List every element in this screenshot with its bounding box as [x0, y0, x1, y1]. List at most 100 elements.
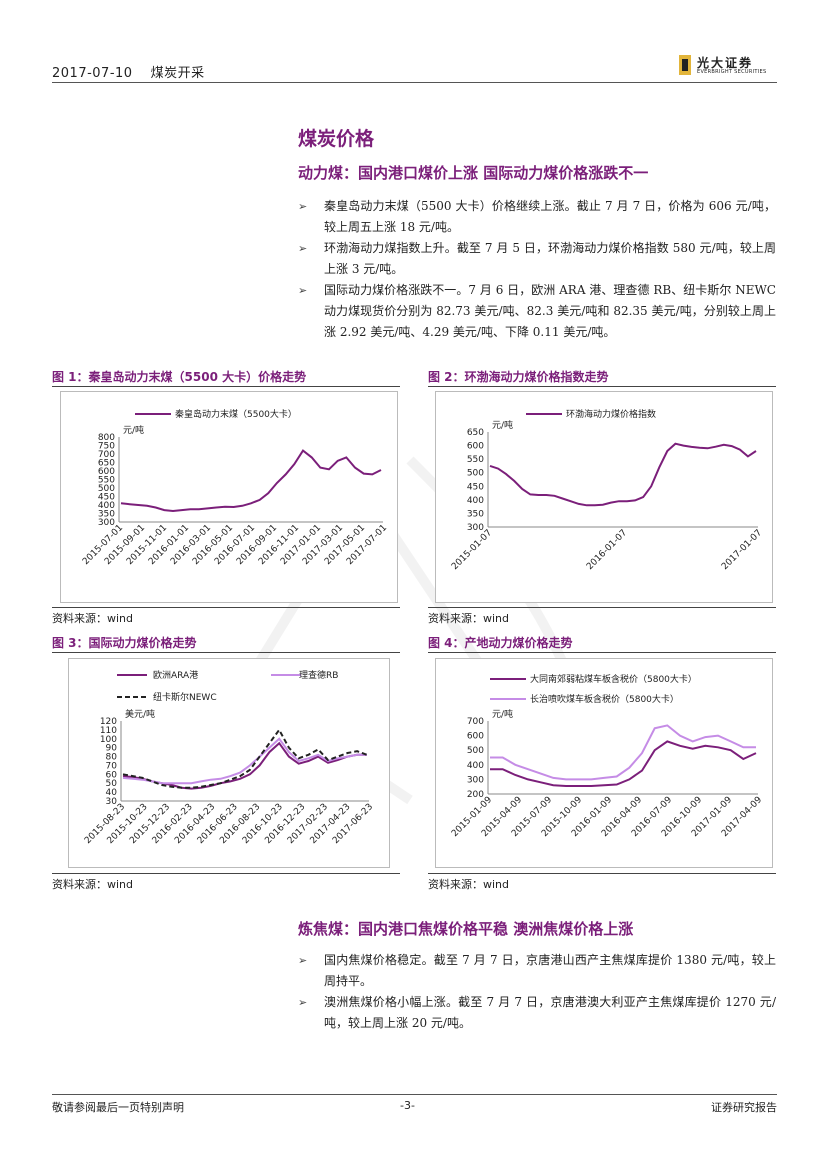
series-line	[122, 728, 368, 789]
fig4-rule	[428, 652, 776, 653]
legend-label: 长治喷吹煤车板含税价（5800大卡）	[530, 693, 679, 705]
y-tick-label: 500	[98, 484, 115, 494]
y-axis-label: 元/吨	[492, 708, 513, 720]
thermal-coal-bullets: 秦皇岛动力末煤（5500 大卡）价格继续上涨。截止 7 月 7 日，价格为 60…	[298, 196, 776, 343]
y-tick-label: 120	[100, 717, 117, 727]
y-tick-label: 100	[100, 735, 117, 745]
y-tick-label: 200	[467, 790, 484, 800]
series-line	[490, 724, 756, 781]
y-tick-label: 40	[106, 788, 118, 798]
y-tick-label: 650	[467, 428, 484, 438]
y-axis-label: 美元/吨	[125, 708, 155, 720]
legend-label: 环渤海动力煤价格指数	[566, 408, 656, 420]
chart-qinhuangdao: 800 750 700 650 600 550 500 450 400 350 300 元/吨 2015…	[60, 391, 398, 603]
chart-svg: 12011010090807060504030美元/吨2015-08-23201…	[83, 669, 375, 846]
legend-label: 欧洲ARA港	[153, 669, 198, 681]
fig1-rule	[52, 386, 400, 387]
y-axis-label: 元/吨	[492, 419, 513, 431]
fig2-rule	[428, 386, 776, 387]
y-tick-label: 600	[467, 442, 484, 452]
legend-label: 大同南郊弱粘煤车板含税价（5800大卡）	[530, 673, 697, 685]
y-tick-label: 80	[106, 753, 118, 763]
fig2-title: 图 2：环渤海动力煤价格指数走势	[428, 370, 609, 384]
subsection-title-coking: 炼焦煤：国内港口焦煤价格平稳 澳洲焦煤价格上涨	[298, 920, 634, 938]
fig3-bottom-rule	[52, 873, 400, 874]
y-tick-label: 650	[98, 459, 115, 469]
y-tick-label: 500	[467, 746, 484, 756]
y-tick-label: 450	[467, 482, 484, 492]
brand-logo: 光大证券 EVERBRIGHT SECURITIES	[679, 52, 775, 78]
bullet-item: 国际动力煤价格涨跌不一。7 月 6 日，欧洲 ARA 港、理查德 RB、纽卡斯尔…	[298, 280, 776, 343]
section-title: 煤炭价格	[298, 128, 375, 150]
series-line	[489, 442, 757, 507]
y-tick-label: 350	[98, 510, 115, 520]
y-tick-label: 90	[106, 744, 118, 754]
y-tick-label: 300	[98, 518, 115, 528]
y-tick-label: 60	[106, 770, 118, 780]
fig3-rule	[52, 652, 400, 653]
y-tick-label: 550	[98, 476, 115, 486]
fig4-source: 资料来源：wind	[428, 878, 510, 891]
subsection-title-thermal: 动力煤：国内港口煤价上涨 国际动力煤价格涨跌不一	[298, 164, 649, 182]
bullet-item: 国内焦煤价格稳定。截至 7 月 7 日，京唐港山西产主焦煤库提价 1380 元/…	[298, 950, 776, 992]
chart-origin: 700 600 500 400 300 200 元/吨 2015-01-09 2015-04-0…	[435, 658, 773, 868]
y-tick-label: 110	[100, 726, 117, 736]
fig3-title: 图 3：国际动力煤价格走势	[52, 636, 197, 650]
fig1-title: 图 1：秦皇岛动力末煤（5500 大卡）价格走势	[52, 370, 307, 384]
legend-label: 理查德RB	[299, 669, 338, 681]
y-tick-label: 600	[98, 467, 115, 477]
footer-report-type: 证券研究报告	[711, 1101, 777, 1114]
fig2-bottom-rule	[428, 607, 776, 608]
logo-mark-inner	[682, 59, 688, 71]
x-tick-label: 2017-01-07	[720, 528, 764, 572]
y-tick-label: 300	[467, 775, 484, 785]
y-tick-label: 700	[467, 717, 484, 727]
logo-en: EVERBRIGHT SECURITIES	[697, 69, 767, 75]
y-tick-label: 50	[106, 779, 118, 789]
y-tick-label: 400	[467, 496, 484, 506]
series-line	[120, 449, 382, 513]
fig1-bottom-rule	[52, 607, 400, 608]
y-tick-label: 750	[98, 442, 115, 452]
chart-svg: 700600500400300200元/吨2015-01-092015-04-0…	[450, 673, 764, 839]
logo-cn: 光大证券	[697, 56, 754, 70]
page-header: 2017-07-10 煤炭开采	[52, 62, 223, 81]
y-tick-label: 700	[98, 450, 115, 460]
fig4-title: 图 4：产地动力煤价格走势	[428, 636, 573, 650]
y-tick-label: 30	[106, 797, 118, 807]
fig3-source: 资料来源：wind	[52, 878, 134, 891]
bullet-item: 环渤海动力煤指数上升。截至 7 月 5 日，环渤海动力煤价格指数 580 元/吨…	[298, 238, 776, 280]
legend-label: 秦皇岛动力末煤（5500大卡）	[175, 408, 297, 420]
chart-svg: 650 600 550 500 450 400 350 300 元/吨 2015-01-07 201…	[450, 408, 764, 572]
y-tick-label: 550	[467, 455, 484, 465]
y-tick-label: 600	[467, 732, 484, 742]
chart-svg: 800750700650600550500450400350300元/吨2015…	[81, 408, 389, 567]
footer-divider	[52, 1094, 777, 1095]
y-tick-label: 70	[106, 761, 118, 771]
report-date: 2017-07-10	[52, 66, 133, 81]
bullet-item: 澳洲焦煤价格小幅上涨。截至 7 月 7 日，京唐港澳大利亚产主焦煤库提价 127…	[298, 992, 776, 1034]
y-tick-label: 300	[467, 523, 484, 533]
series-line	[490, 740, 757, 787]
x-tick-label: 2015-01-07	[450, 528, 494, 572]
y-tick-label: 400	[98, 501, 115, 511]
series-line	[122, 737, 367, 785]
bullet-item: 秦皇岛动力末煤（5500 大卡）价格继续上涨。截止 7 月 7 日，价格为 60…	[298, 196, 776, 238]
page-number: -3-	[400, 1099, 415, 1112]
y-tick-label: 450	[98, 493, 115, 503]
chart-bohai-index: 650 600 550 500 450 400 350 300 元/吨 2015-01-07 201…	[435, 391, 773, 603]
y-tick-label: 350	[467, 509, 484, 519]
coking-coal-bullets: 国内焦煤价格稳定。截至 7 月 7 日，京唐港山西产主焦煤库提价 1380 元/…	[298, 950, 776, 1034]
industry-label: 煤炭开采	[150, 66, 205, 81]
x-tick-label: 2016-01-07	[585, 528, 629, 572]
legend-label: 纽卡斯尔NEWC	[153, 691, 217, 703]
y-tick-label: 800	[98, 433, 115, 443]
chart-international: 120 110 100 90 80 70 60 50 40 30 美元/吨 2015-08-23 201…	[68, 658, 390, 868]
footer-disclaimer: 敬请参阅最后一页特别声明	[52, 1101, 184, 1114]
fig2-source: 资料来源：wind	[428, 612, 510, 625]
y-axis-label: 元/吨	[123, 424, 144, 436]
header-divider	[52, 82, 777, 83]
y-tick-label: 400	[467, 761, 484, 771]
y-tick-label: 500	[467, 469, 484, 479]
fig1-source: 资料来源：wind	[52, 612, 134, 625]
